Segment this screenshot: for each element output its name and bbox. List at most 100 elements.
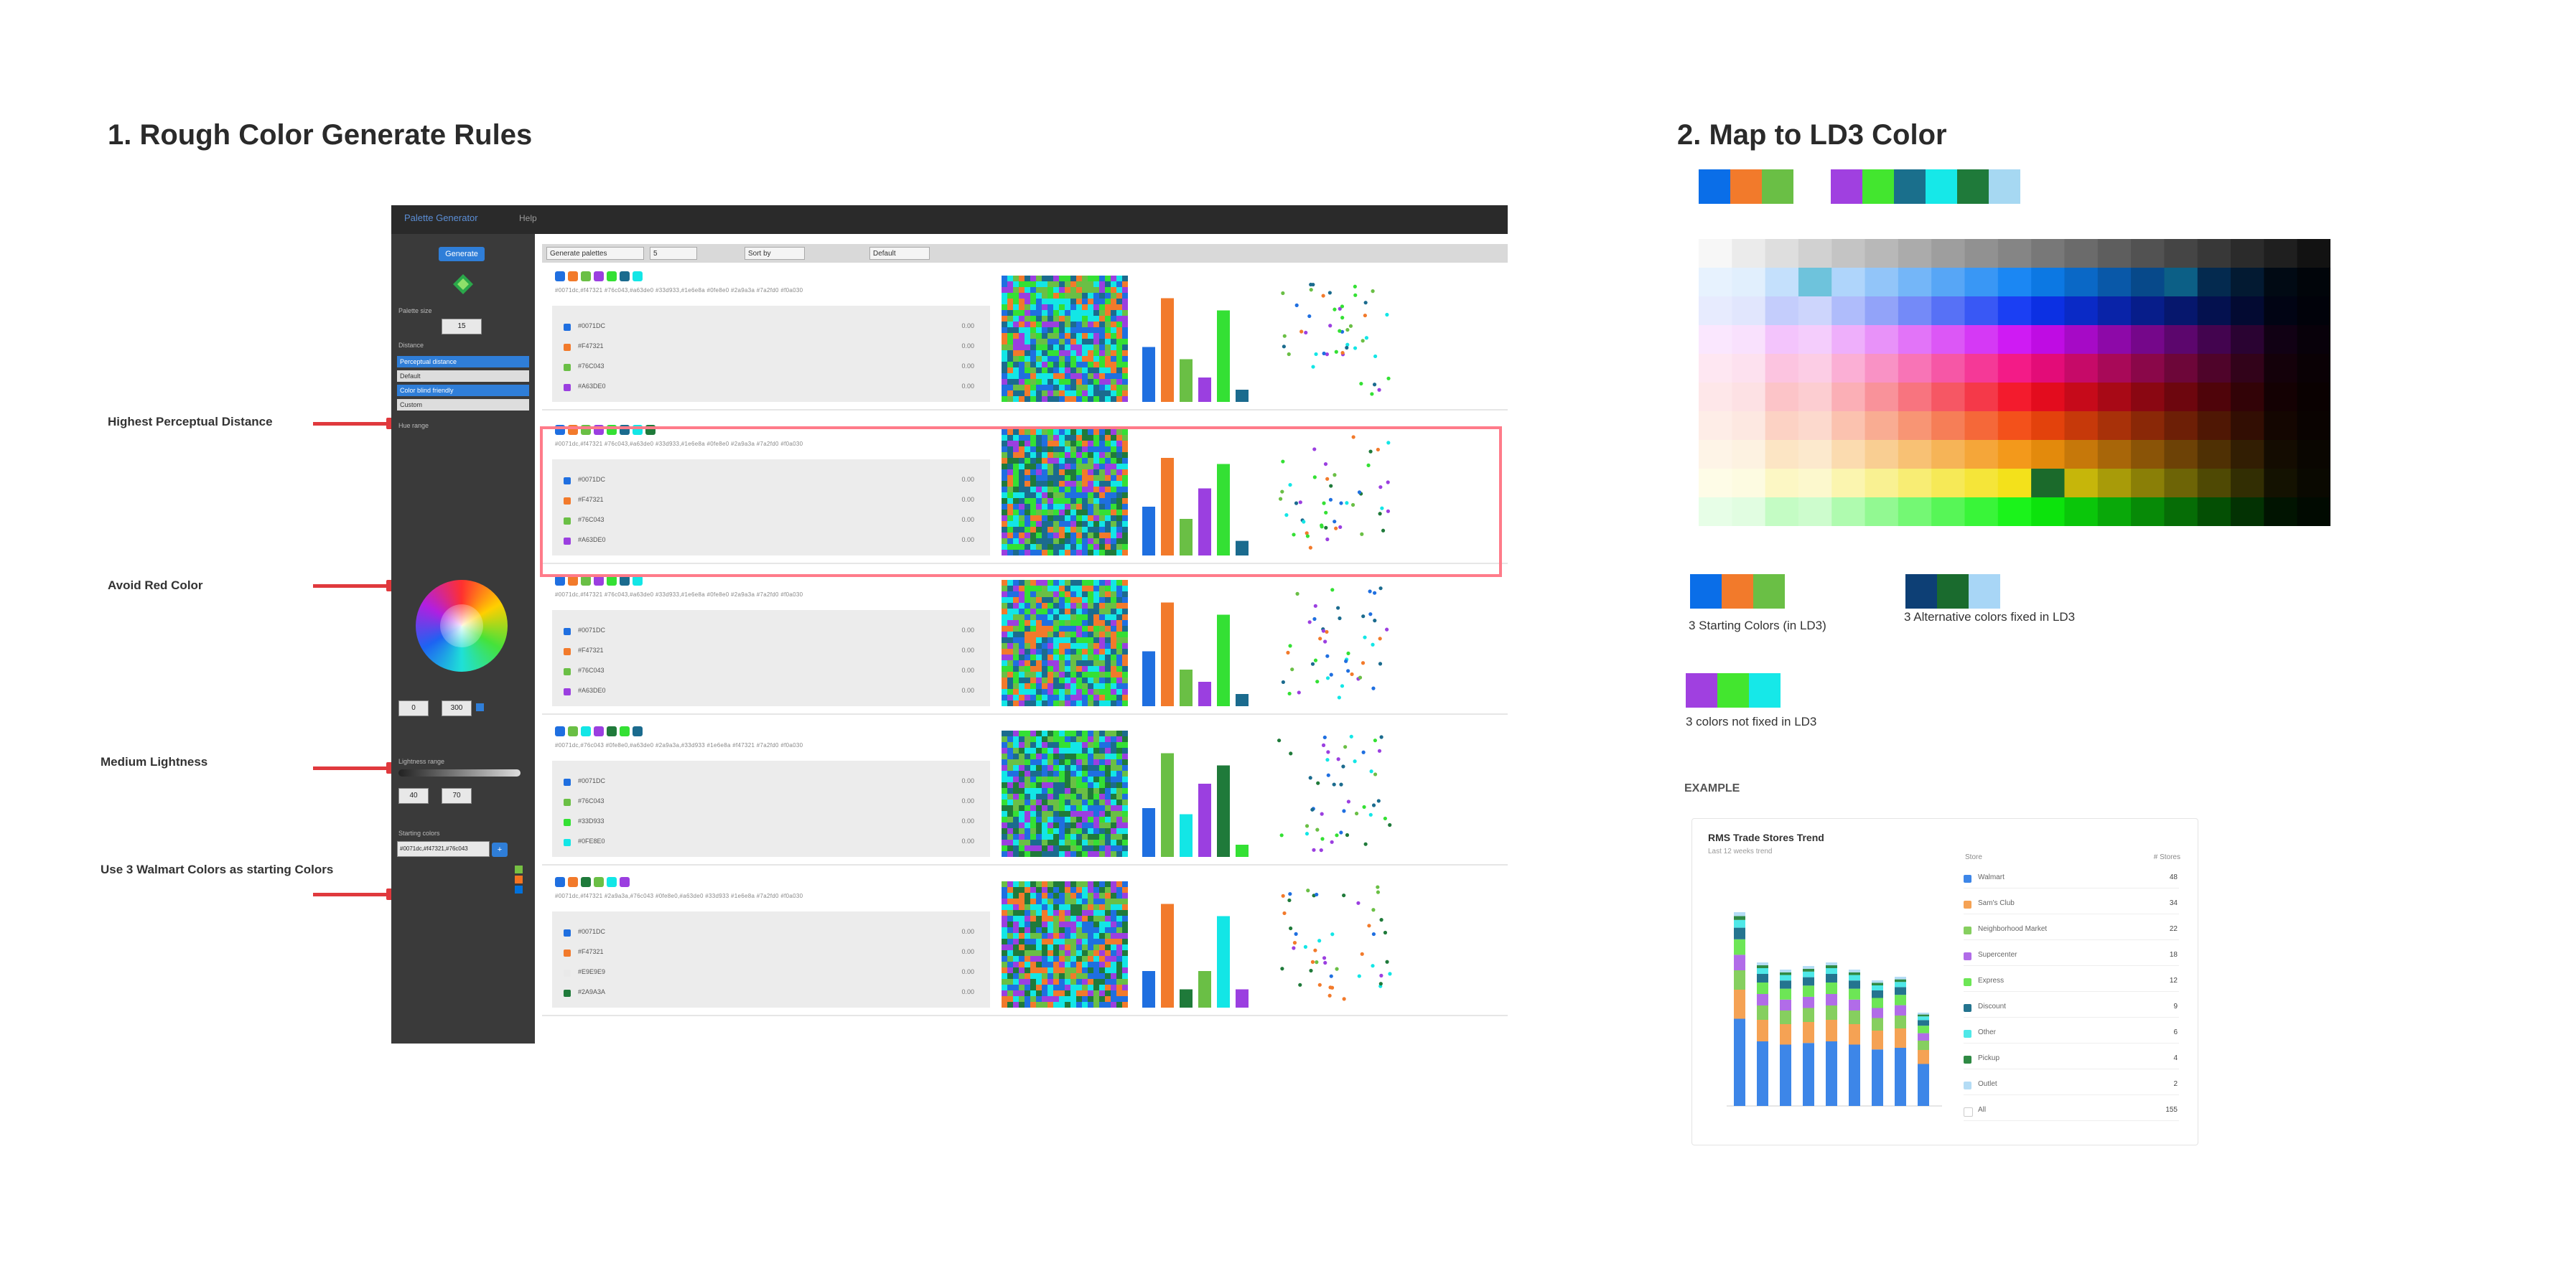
palette-row[interactable]: #0071dc,#f47321 #76c043,#a63de0 #33d933,… <box>542 571 1508 715</box>
palette-swatch[interactable] <box>607 576 617 586</box>
legend-item[interactable]: Walmart 48 <box>1964 869 2179 888</box>
preview-point <box>1284 513 1289 517</box>
palette-swatch[interactable] <box>607 877 617 887</box>
hue-apply-icon[interactable] <box>476 703 484 711</box>
hue-from-input[interactable]: 0 <box>398 700 429 716</box>
ld3-grid-cell <box>2164 325 2198 355</box>
palette-swatch[interactable] <box>607 271 617 281</box>
preview-point <box>1344 659 1348 663</box>
ld3-grid-cell <box>1865 411 1899 441</box>
preview-point <box>1378 485 1383 489</box>
starting-colors-input[interactable]: #0071dc,#f47321,#76c043 <box>397 841 490 857</box>
palette-swatch[interactable] <box>607 726 617 736</box>
preview-point <box>1328 324 1333 328</box>
palette-swatch[interactable] <box>594 576 604 586</box>
color-name: #0071DC <box>578 627 606 634</box>
add-color-button[interactable]: + <box>492 843 508 857</box>
preview-point <box>1323 960 1327 965</box>
sort-label[interactable]: Sort by <box>745 247 805 260</box>
ld3-grid-cell <box>1699 497 1732 526</box>
distance-option-custom[interactable]: Custom <box>397 399 529 411</box>
palette-swatch[interactable] <box>581 271 591 281</box>
legend-item[interactable]: Outlet 2 <box>1964 1076 2179 1095</box>
preview-bar <box>1161 602 1174 706</box>
palette-info-item: #A63DE0 0.00 <box>564 685 980 699</box>
ld3-grid-cell <box>1831 325 1866 355</box>
palette-swatch[interactable] <box>620 576 630 586</box>
palette-swatch[interactable] <box>555 726 565 736</box>
ld3-grid-cell <box>1898 469 1932 498</box>
palette-swatch[interactable] <box>555 576 565 586</box>
palette-swatch[interactable] <box>620 877 630 887</box>
preview-point <box>1327 291 1332 295</box>
distance-option-colorblind[interactable]: Color blind friendly <box>397 385 529 396</box>
palette-row[interactable]: #0071dc,#f47321 #76c043,#a63de0 #33d933,… <box>542 267 1508 411</box>
lightness-to-input[interactable]: 70 <box>442 788 472 804</box>
stacked-bar-segment <box>1734 919 1745 928</box>
legend-color-dot <box>1964 1030 1971 1038</box>
palette-row[interactable]: #0071dc,#f47321 #76c043,#a63de0 #33d933,… <box>542 421 1508 564</box>
preview-point <box>1371 932 1376 937</box>
preview-point <box>1340 350 1345 355</box>
palette-row[interactable]: #0071dc,#76c043 #0fe8e0,#a63de0 #2a9a3a,… <box>542 722 1508 866</box>
legend-item[interactable]: Other 6 <box>1964 1024 2179 1044</box>
example-card: RMS Trade Stores Trend Last 12 weeks tre… <box>1691 818 2198 1145</box>
preview-point <box>1371 686 1376 690</box>
palette-size-input[interactable]: 15 <box>442 319 482 334</box>
palette-row[interactable]: #0071dc,#f47321 #2a9a3a,#76c043 #0fe8e0,… <box>542 873 1508 1016</box>
ld3-grid-cell <box>2264 268 2298 297</box>
distance-option-perceptual[interactable]: Perceptual distance <box>397 356 529 367</box>
lightness-slider[interactable] <box>398 769 521 777</box>
sort-select[interactable]: Default <box>869 247 930 260</box>
generate-button[interactable]: Generate <box>439 247 485 261</box>
palette-swatch[interactable] <box>620 271 630 281</box>
palette-swatch[interactable] <box>620 726 630 736</box>
palette-swatch[interactable] <box>555 877 565 887</box>
ld3-grid-cell <box>2031 239 2065 268</box>
stacked-bar-segment <box>1872 983 1883 985</box>
palette-swatch[interactable] <box>633 271 643 281</box>
palette-swatch[interactable] <box>581 576 591 586</box>
legend-item[interactable]: Pickup 4 <box>1964 1050 2179 1069</box>
ld3-grid-cell <box>1831 469 1866 498</box>
palette-swatch[interactable] <box>581 726 591 736</box>
legend-item[interactable]: Express 12 <box>1964 972 2179 992</box>
preview-bar <box>1161 298 1174 402</box>
preview-point <box>1325 477 1330 481</box>
preview-point <box>1324 510 1328 515</box>
hue-to-input[interactable]: 300 <box>442 700 472 716</box>
count-input[interactable]: 5 <box>650 247 697 260</box>
ld3-grid-cell <box>1964 497 1999 526</box>
palette-swatch[interactable] <box>594 271 604 281</box>
preview-point <box>1357 974 1361 978</box>
preview-point <box>1351 435 1355 439</box>
palette-swatch[interactable] <box>568 576 578 586</box>
preview-point <box>1373 772 1378 777</box>
ld3-grid-cell <box>2231 440 2264 469</box>
legend-item[interactable]: Neighborhood Market 22 <box>1964 921 2179 940</box>
legend-item[interactable]: Discount 9 <box>1964 998 2179 1018</box>
stacked-bar-segment <box>1872 1008 1883 1018</box>
legend-item[interactable]: Sam's Club 34 <box>1964 895 2179 914</box>
menu-help[interactable]: Help <box>519 213 537 223</box>
legend-item[interactable]: All 155 <box>1964 1102 2179 1121</box>
palette-size-label: Palette size <box>398 307 432 314</box>
distance-option-default[interactable]: Default <box>397 370 529 382</box>
palette-swatch[interactable] <box>594 877 604 887</box>
preview-point <box>1354 811 1359 816</box>
lightness-from-input[interactable]: 40 <box>398 788 429 804</box>
color-wheel-icon[interactable] <box>416 580 508 672</box>
palette-swatch[interactable] <box>594 726 604 736</box>
palette-swatch[interactable] <box>633 726 643 736</box>
legend-item[interactable]: Supercenter 18 <box>1964 947 2179 966</box>
palette-swatch[interactable] <box>581 877 591 887</box>
palette-swatch[interactable] <box>568 726 578 736</box>
palette-app-window: Palette Generator Help Generate Palette … <box>391 205 1508 1044</box>
palette-swatch[interactable] <box>633 576 643 586</box>
palette-swatch[interactable] <box>555 271 565 281</box>
palette-swatch[interactable] <box>568 877 578 887</box>
stacked-bar-segment <box>1757 994 1768 1005</box>
generate-count-field[interactable]: Generate palettes <box>546 247 644 260</box>
preview-point <box>1298 500 1302 505</box>
palette-swatch[interactable] <box>568 271 578 281</box>
